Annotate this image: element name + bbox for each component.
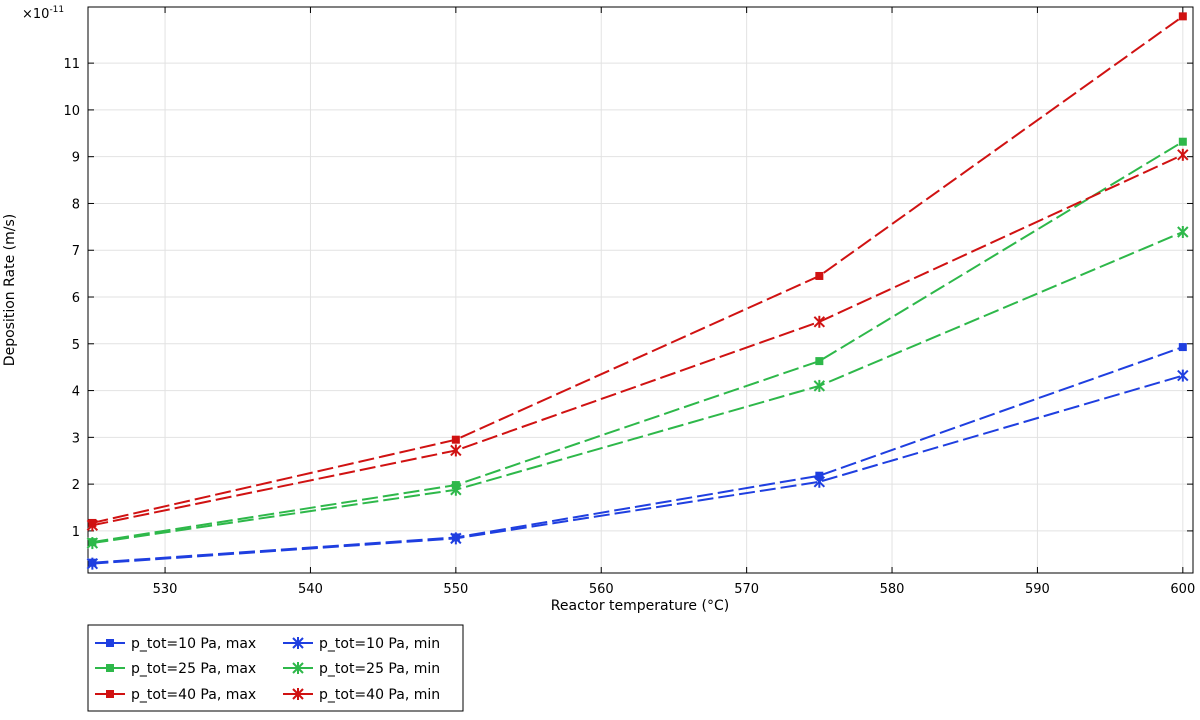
y-axis-label: Deposition Rate (m/s) bbox=[2, 214, 18, 366]
y-tick-label: 11 bbox=[63, 57, 80, 72]
x-tick-label: 600 bbox=[1170, 582, 1195, 597]
series-line-3 bbox=[92, 231, 1184, 545]
series-line-2 bbox=[92, 140, 1184, 544]
legend-label: p_tot=10 Pa, min bbox=[319, 636, 440, 652]
y-tick-label: 1 bbox=[72, 525, 80, 540]
x-tick-label: 570 bbox=[734, 582, 759, 597]
series-line-1 bbox=[92, 374, 1184, 565]
series-line-0 bbox=[92, 346, 1184, 564]
x-tick-label: 580 bbox=[880, 582, 905, 597]
data-point-4-1 bbox=[451, 435, 460, 444]
data-point-3-3 bbox=[1177, 225, 1189, 238]
y-axis-exponent-label: ×10-11 bbox=[22, 5, 64, 22]
legend-item: p_tot=10 Pa, max bbox=[95, 636, 256, 652]
y-tick-label: 2 bbox=[72, 478, 80, 493]
y-tick-label: 3 bbox=[72, 431, 80, 446]
y-tick-label: 7 bbox=[72, 244, 80, 259]
data-point-2-2 bbox=[815, 357, 824, 366]
legend-item: p_tot=40 Pa, max bbox=[95, 687, 256, 703]
plot-frame bbox=[87, 6, 1194, 574]
y-tick-label: 4 bbox=[72, 385, 80, 400]
data-point-1-0 bbox=[86, 557, 99, 570]
legend: p_tot=10 Pa, max p_tot=10 Pa, min p_tot=25… bbox=[87, 624, 464, 712]
legend-marker bbox=[292, 662, 304, 674]
series-markers bbox=[86, 12, 1189, 570]
data-point-5-1 bbox=[450, 444, 462, 457]
x-axis-label: Reactor temperature (°C) bbox=[551, 598, 729, 614]
data-point-0-3 bbox=[1178, 343, 1187, 352]
y-tick-label: 9 bbox=[72, 151, 80, 166]
data-point-3-2 bbox=[813, 379, 826, 392]
data-point-5-3 bbox=[1177, 148, 1189, 161]
axis-ticks: 530 540 550 560 570 580 590 600 1 2 3 4 5 6 7 8 9 10 11 bbox=[63, 7, 1195, 597]
legend-item: p_tot=25 Pa, min bbox=[283, 661, 440, 677]
legend-label: p_tot=40 Pa, max bbox=[131, 687, 256, 703]
y-tick-label: 10 bbox=[63, 104, 80, 119]
data-point-1-3 bbox=[1177, 369, 1189, 382]
legend-marker bbox=[292, 637, 304, 649]
legend-label: p_tot=40 Pa, min bbox=[319, 687, 440, 703]
legend-item: p_tot=25 Pa, max bbox=[95, 661, 256, 677]
legend-item: p_tot=40 Pa, min bbox=[283, 687, 440, 703]
legend-marker bbox=[106, 639, 114, 647]
data-point-2-3 bbox=[1178, 137, 1187, 146]
x-tick-label: 590 bbox=[1025, 582, 1050, 597]
legend-item: p_tot=10 Pa, min bbox=[283, 636, 440, 652]
y-tick-label: 6 bbox=[72, 291, 80, 306]
legend-label: p_tot=10 Pa, max bbox=[131, 636, 256, 652]
series-lines bbox=[92, 15, 1184, 565]
x-tick-label: 550 bbox=[443, 582, 468, 597]
y-tick-label: 5 bbox=[72, 338, 80, 353]
series-line-5 bbox=[92, 153, 1184, 527]
legend-marker bbox=[106, 690, 114, 698]
x-tick-label: 560 bbox=[589, 582, 614, 597]
x-tick-label: 540 bbox=[298, 582, 323, 597]
data-point-5-0 bbox=[86, 519, 99, 532]
data-point-0-2 bbox=[815, 471, 824, 480]
data-point-5-2 bbox=[813, 315, 826, 328]
x-tick-label: 530 bbox=[153, 582, 178, 597]
legend-label: p_tot=25 Pa, min bbox=[319, 661, 440, 677]
legend-marker bbox=[106, 664, 114, 672]
legend-box bbox=[87, 624, 464, 712]
legend-label: p_tot=25 Pa, max bbox=[131, 661, 256, 677]
grid bbox=[88, 7, 1193, 573]
data-point-4-3 bbox=[1178, 12, 1187, 21]
data-point-1-2 bbox=[813, 475, 826, 488]
series-line-4 bbox=[92, 15, 1184, 524]
y-tick-label: 8 bbox=[72, 197, 80, 212]
data-point-3-0 bbox=[86, 537, 99, 550]
data-point-1-1 bbox=[450, 532, 462, 545]
legend-marker bbox=[292, 688, 304, 700]
data-point-4-2 bbox=[815, 271, 824, 280]
data-point-3-1 bbox=[450, 483, 462, 496]
